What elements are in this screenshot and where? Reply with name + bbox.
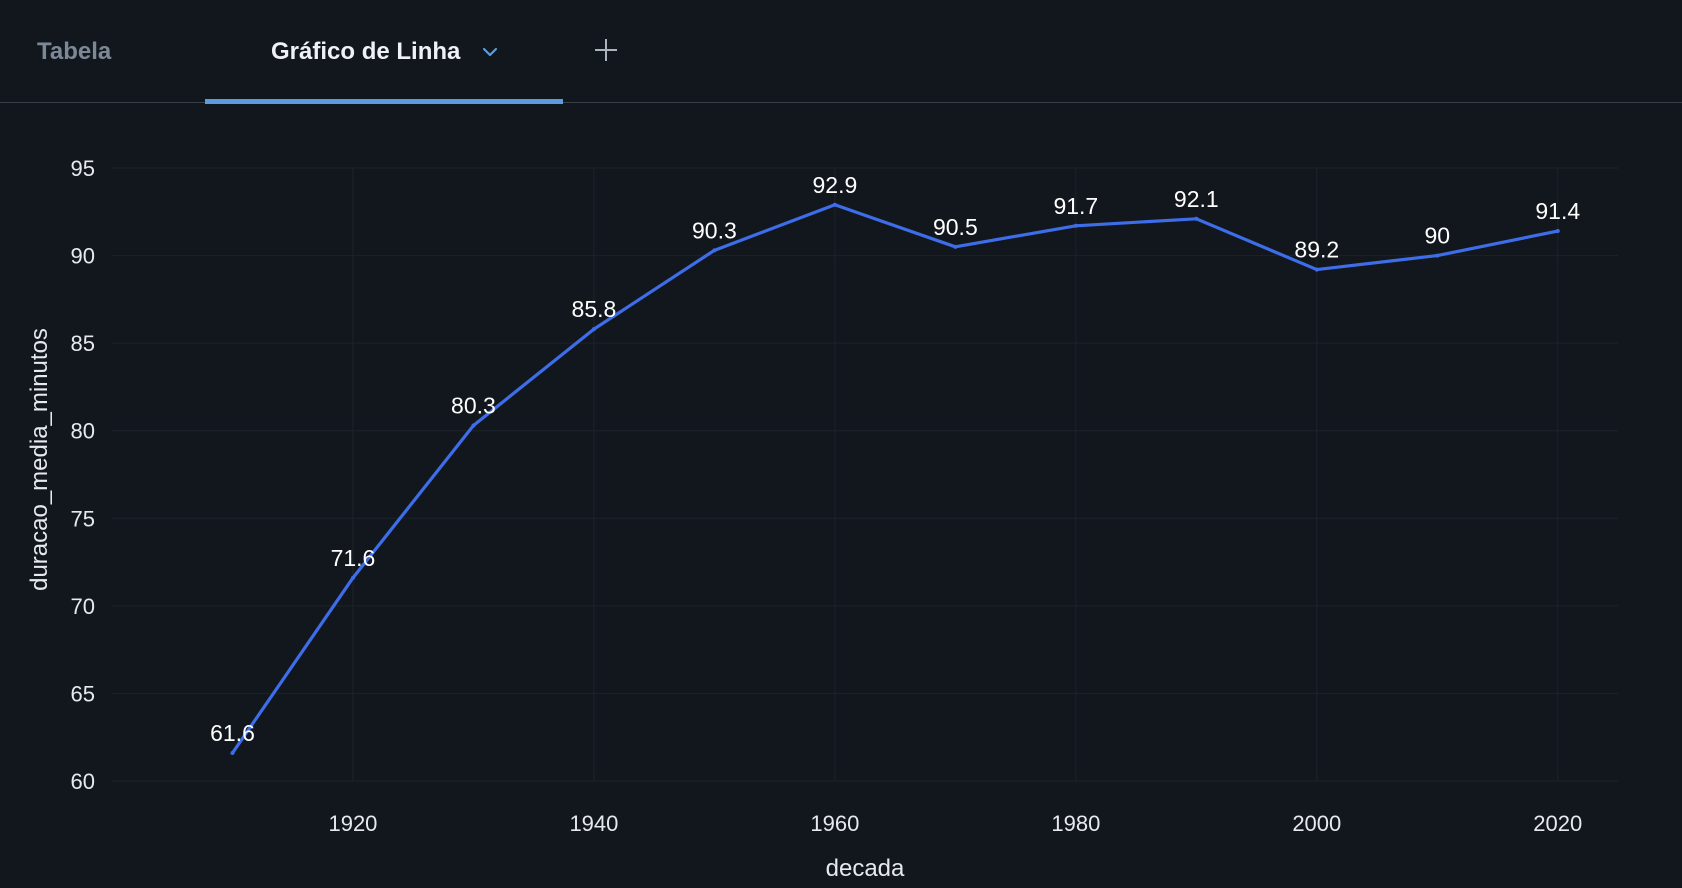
data-point <box>350 575 355 580</box>
y-tick-label: 60 <box>71 769 95 794</box>
line-chart: 60 65 70 75 80 85 90 95 1920 1940 1960 1980 2000 2020… <box>26 156 1618 882</box>
x-tick-label: 1920 <box>328 811 377 836</box>
series-line <box>230 203 1560 755</box>
x-axis-title: decada <box>826 855 905 882</box>
data-label: 80.3 <box>451 392 496 418</box>
plus-icon <box>595 39 617 61</box>
chevron-down-icon[interactable] <box>482 44 498 60</box>
data-point <box>832 202 837 207</box>
data-point <box>1314 267 1319 272</box>
active-tab-indicator <box>205 99 563 104</box>
data-point <box>712 248 717 253</box>
y-tick-label: 70 <box>71 594 95 619</box>
tab-table[interactable]: Tabela <box>37 0 111 103</box>
data-label: 92.9 <box>812 172 857 198</box>
data-label: 90.5 <box>933 214 978 240</box>
data-label: 85.8 <box>572 296 617 322</box>
x-tick-label: 1940 <box>569 811 618 836</box>
data-label: 90 <box>1424 223 1450 249</box>
tab-bar: Tabela Gráfico de Linha <box>0 0 1682 104</box>
data-label: 92.1 <box>1174 186 1219 212</box>
tab-table-label: Tabela <box>37 37 112 65</box>
y-tick-label: 75 <box>71 506 95 531</box>
data-label: 91.7 <box>1053 193 1098 219</box>
data-label: 61.6 <box>210 720 255 746</box>
data-point <box>1435 253 1440 258</box>
chart-series <box>230 202 1560 755</box>
data-label: 89.2 <box>1294 237 1339 263</box>
chart-grid <box>112 167 1618 782</box>
y-tick-label: 65 <box>71 681 95 706</box>
data-point <box>591 327 596 332</box>
chart-data-labels: 61.6 71.6 80.3 85.8 90.3 92.9 90.5 91.7 92.1 89.2… <box>210 172 1580 746</box>
data-point <box>1555 229 1560 234</box>
y-tick-label: 90 <box>71 244 95 269</box>
add-tab-button[interactable] <box>592 36 620 64</box>
x-tick-label: 2020 <box>1533 811 1582 836</box>
data-label: 91.4 <box>1535 198 1580 224</box>
data-point <box>953 244 958 249</box>
data-label: 90.3 <box>692 217 737 243</box>
y-axis-title: duracao_media_minutos <box>26 328 53 591</box>
data-point <box>1073 223 1078 228</box>
chart-axes: 60 65 70 75 80 85 90 95 1920 1940 1960 1980 2000 2020… <box>26 156 1582 882</box>
data-point <box>1194 216 1199 221</box>
y-tick-label: 80 <box>71 419 95 444</box>
tab-line-chart-label: Gráfico de Linha <box>271 37 461 65</box>
y-tick-label: 85 <box>71 331 95 356</box>
data-point <box>471 423 476 428</box>
data-point <box>230 750 235 755</box>
tab-line-chart[interactable]: Gráfico de Linha <box>205 0 563 104</box>
y-tick-label: 95 <box>71 156 95 181</box>
x-tick-label: 1960 <box>810 811 859 836</box>
x-tick-label: 2000 <box>1292 811 1341 836</box>
data-label: 71.6 <box>331 545 376 571</box>
x-tick-label: 1980 <box>1051 811 1100 836</box>
